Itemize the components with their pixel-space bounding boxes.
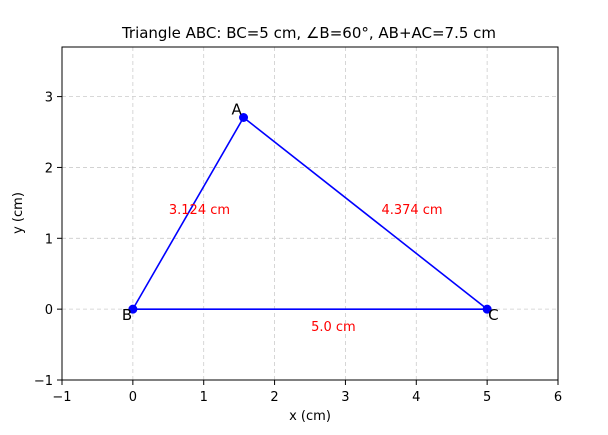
annotations: A B C 3.124 cm 4.374 cm 5.0 cm xyxy=(122,100,499,335)
vertex-c-label: C xyxy=(488,306,498,324)
plot-frame xyxy=(61,46,559,381)
side-ab xyxy=(132,117,245,310)
vertex-a-marker xyxy=(239,112,249,122)
side-length-label: 5.0 cm xyxy=(311,320,356,335)
y-tick-label: −1 xyxy=(34,374,53,389)
vertex-b-label: B xyxy=(122,306,132,324)
side-ac xyxy=(243,116,488,310)
grid xyxy=(61,47,559,381)
x-axis-label: x (cm) xyxy=(289,409,331,424)
y-tick-label: 2 xyxy=(45,161,53,176)
y-axis-label: y (cm) xyxy=(11,192,26,234)
x-tick-label: 5 xyxy=(483,390,491,405)
y-tick-label: 3 xyxy=(45,91,53,106)
vertex-a-label: A xyxy=(232,100,243,118)
triangle-sides xyxy=(132,116,488,310)
x-tick-label: 4 xyxy=(412,390,420,405)
x-tick-label: 3 xyxy=(341,390,349,405)
y-tick-label: 1 xyxy=(45,232,53,247)
vertex-markers xyxy=(128,112,492,314)
chart-title: Triangle ABC: BC=5 cm, ∠B=60°, AB+AC=7.5… xyxy=(121,24,496,42)
x-tick-label: −1 xyxy=(52,390,71,405)
side-length-label: 3.124 cm xyxy=(169,203,230,218)
vertex-b-marker xyxy=(128,304,138,314)
vertex-c-marker xyxy=(482,304,492,314)
x-tick-label: 1 xyxy=(200,390,208,405)
x-tick-label: 6 xyxy=(554,390,562,405)
x-tick-label: 2 xyxy=(270,390,278,405)
side-length-label: 4.374 cm xyxy=(381,203,442,218)
x-tick-label: 0 xyxy=(129,390,137,405)
axis-ticks: −1 0 1 2 3 4 5 6 −1 0 1 2 3 xyxy=(34,91,562,405)
y-tick-label: 0 xyxy=(45,303,53,318)
